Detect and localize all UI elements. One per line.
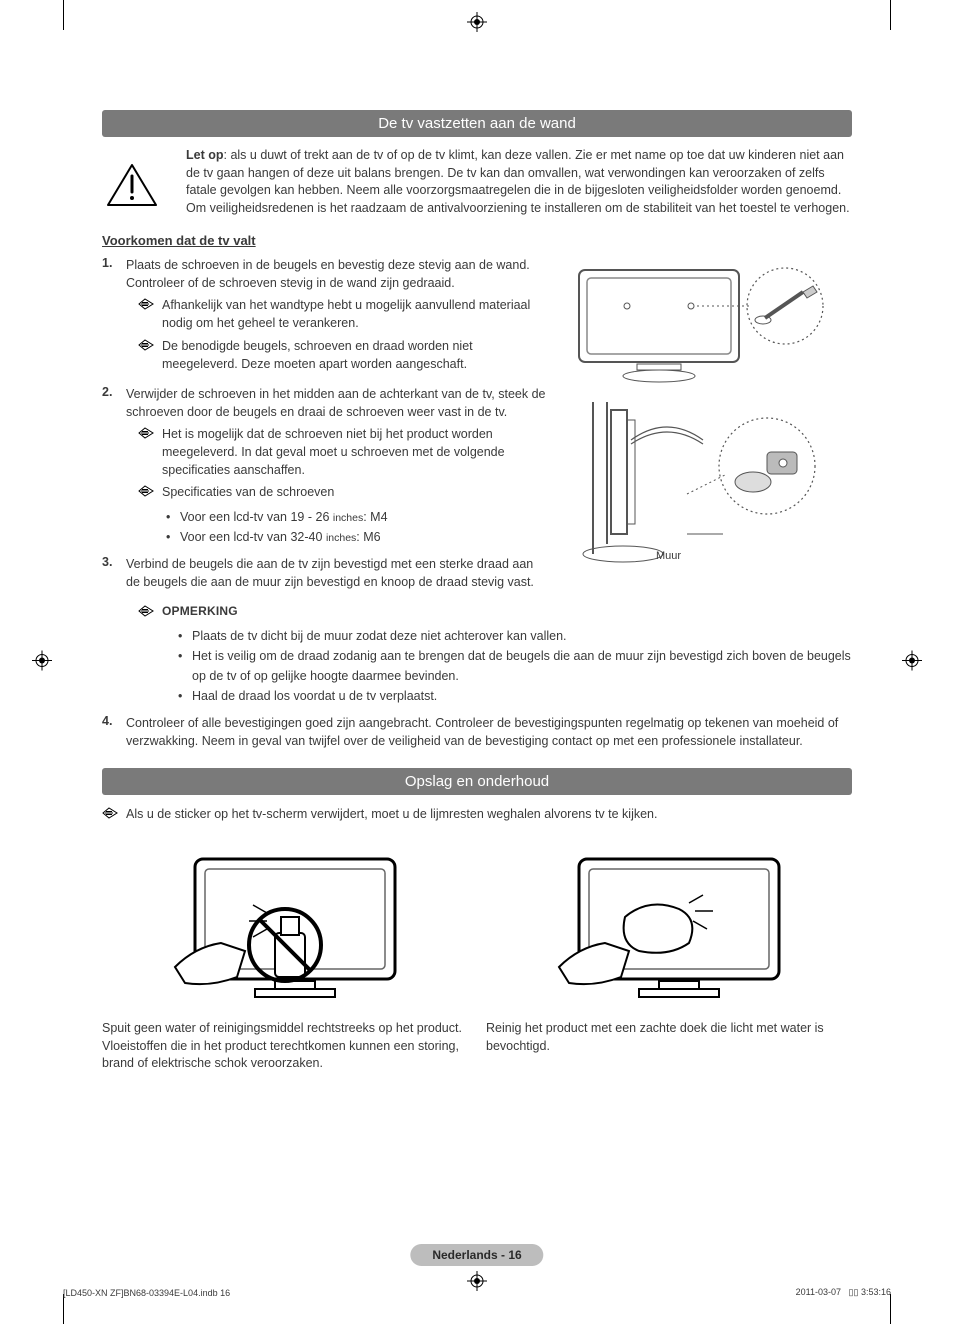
spec-bullet: Voor een lcd-tv van 19 - 26 inches: M4 xyxy=(166,507,550,527)
spec-bullets: Voor een lcd-tv van 19 - 26 inches: M4 V… xyxy=(166,507,550,547)
no-spray-diagram xyxy=(102,842,468,1012)
opmerking-bullets: Plaats de tv dicht bij de muur zodat dez… xyxy=(178,626,852,706)
caution-lead: Let op xyxy=(186,148,224,162)
item-text: Verbind de beugels die aan de tv zijn be… xyxy=(126,557,534,589)
care-caption: Spuit geen water of reinigingsmiddel rec… xyxy=(102,1020,468,1073)
item-text: Controleer of alle bevestigingen goed zi… xyxy=(126,716,838,748)
sub-heading: Voorkomen dat de tv valt xyxy=(102,233,852,248)
crop-mark xyxy=(63,1294,64,1324)
diagram-label: Muur xyxy=(656,550,946,562)
spec-post: : M4 xyxy=(363,510,387,524)
item-text: Verwijder de schroeven in het midden aan… xyxy=(126,387,545,419)
list-item: 4. Controleer of alle bevestigingen goed… xyxy=(102,714,852,750)
print-date: 2011-03-07 xyxy=(796,1287,841,1297)
care-left: Spuit geen water of reinigingsmiddel rec… xyxy=(102,842,468,1073)
note-line: Het is mogelijk dat de schroeven niet bi… xyxy=(138,425,550,479)
note-line: OPMERKING xyxy=(138,603,852,622)
registration-mark-icon xyxy=(467,12,487,35)
note-text: Het is mogelijk dat de schroeven niet bi… xyxy=(162,425,550,479)
caution-icon xyxy=(102,147,162,217)
bullet-item: Plaats de tv dicht bij de muur zodat dez… xyxy=(178,626,852,646)
care-right: Reinig het product met een zachte doek d… xyxy=(486,842,852,1073)
tv-screw-diagram xyxy=(562,256,852,386)
note-text: De benodigde beugels, schroeven en draad… xyxy=(162,337,550,373)
numbered-list: 1. Plaats de schroeven in de beugels en … xyxy=(102,256,550,591)
spec-pre: Voor een lcd-tv van 32-40 xyxy=(180,530,326,544)
caution-text: Let op: als u duwt of trekt aan de tv of… xyxy=(186,147,852,217)
list-item: 2. Verwijder de schroeven in het midden … xyxy=(102,385,550,547)
bullet-item: Het is veilig om de draad zodanig aan te… xyxy=(178,646,852,686)
note-icon xyxy=(138,425,154,444)
page-content: De tv vastzetten aan de wand Let op: als… xyxy=(102,110,852,1073)
item-number: 2. xyxy=(102,385,126,547)
print-job-id: [LD450-XN ZF]BN68-03394E-L04.indb 16 xyxy=(63,1288,230,1298)
tv-wall-diagram xyxy=(562,394,852,564)
intro-note-text: Als u de sticker op het tv-scherm verwij… xyxy=(126,805,852,823)
note-icon xyxy=(138,603,154,622)
numbered-list: 4. Controleer of alle bevestigingen goed… xyxy=(102,714,852,750)
list-item: 1. Plaats de schroeven in de beugels en … xyxy=(102,256,550,377)
care-caption: Reinig het product met een zachte doek d… xyxy=(486,1020,852,1055)
print-time: 3:53:16 xyxy=(861,1287,891,1297)
crop-mark xyxy=(890,1294,891,1324)
spec-post: : M6 xyxy=(356,530,380,544)
item-text: Plaats de schroeven in de beugels en bev… xyxy=(126,258,530,290)
item-number: 3. xyxy=(102,555,126,591)
spec-small: inches xyxy=(326,532,356,544)
bullet-item: Haal de draad los voordat u de tv verpla… xyxy=(178,686,852,706)
page-number-badge: Nederlands - 16 xyxy=(410,1244,543,1266)
section-heading: De tv vastzetten aan de wand xyxy=(102,110,852,137)
note-text: Afhankelijk van het wandtype hebt u moge… xyxy=(162,296,550,332)
care-instructions: Spuit geen water of reinigingsmiddel rec… xyxy=(102,842,852,1073)
intro-note: Als u de sticker op het tv-scherm verwij… xyxy=(102,805,852,824)
section-heading: Opslag en onderhoud xyxy=(102,768,852,795)
print-timestamp: 2011-03-07 ▯▯ 3:53:16 xyxy=(796,1287,891,1298)
spec-bullet: Voor een lcd-tv van 32-40 inches: M6 xyxy=(166,527,550,547)
note-line: Specificaties van de schroeven xyxy=(138,483,550,502)
registration-mark-icon xyxy=(467,1271,487,1294)
caution-block: Let op: als u duwt of trekt aan de tv of… xyxy=(102,147,852,217)
note-icon xyxy=(138,483,154,502)
note-text: Specificaties van de schroeven xyxy=(162,483,550,501)
opmerking-label: OPMERKING xyxy=(162,603,238,620)
registration-mark-icon xyxy=(32,651,52,674)
spec-small: inches xyxy=(333,512,363,524)
note-line: Afhankelijk van het wandtype hebt u moge… xyxy=(138,296,550,332)
diagram-column: Muur xyxy=(562,256,852,599)
spec-pre: Voor een lcd-tv van 19 - 26 xyxy=(180,510,333,524)
registration-mark-icon xyxy=(902,651,922,674)
item-number: 4. xyxy=(102,714,126,750)
note-line: De benodigde beugels, schroeven en draad… xyxy=(138,337,550,373)
crop-mark xyxy=(63,0,64,30)
item-number: 1. xyxy=(102,256,126,377)
soft-cloth-diagram xyxy=(486,842,852,1012)
caution-body: : als u duwt of trekt aan de tv of op de… xyxy=(186,148,850,215)
crop-mark xyxy=(890,0,891,30)
note-icon xyxy=(138,337,154,356)
note-icon xyxy=(102,805,118,824)
note-icon xyxy=(138,296,154,315)
list-item: 3. Verbind de beugels die aan de tv zijn… xyxy=(102,555,550,591)
